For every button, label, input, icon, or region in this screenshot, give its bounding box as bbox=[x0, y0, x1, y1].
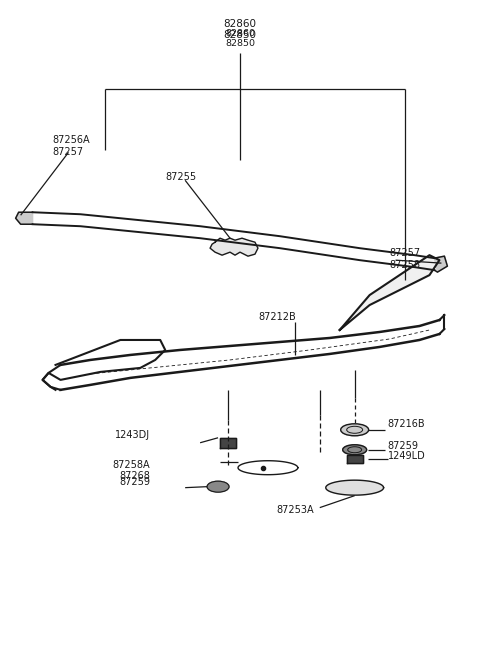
Polygon shape bbox=[347, 455, 363, 463]
Text: 87253A: 87253A bbox=[276, 505, 313, 514]
Text: 1249LD: 1249LD bbox=[387, 451, 425, 461]
Ellipse shape bbox=[343, 445, 367, 455]
Text: 87259: 87259 bbox=[119, 477, 150, 487]
Text: 87255: 87255 bbox=[165, 172, 196, 183]
Polygon shape bbox=[220, 438, 236, 448]
Text: 82860
82850: 82860 82850 bbox=[224, 18, 256, 40]
Text: 87216B: 87216B bbox=[387, 419, 425, 429]
Text: 1243DJ: 1243DJ bbox=[115, 430, 150, 440]
Polygon shape bbox=[210, 238, 258, 256]
Polygon shape bbox=[16, 212, 33, 224]
Ellipse shape bbox=[341, 424, 369, 436]
Text: 87256A
87257: 87256A 87257 bbox=[52, 135, 90, 157]
Polygon shape bbox=[326, 480, 384, 495]
Text: 82860
82850: 82860 82850 bbox=[225, 29, 255, 48]
Text: 87212B: 87212B bbox=[258, 312, 296, 322]
Text: 87258A
87268: 87258A 87268 bbox=[113, 460, 150, 482]
Text: 87259: 87259 bbox=[387, 441, 419, 451]
Ellipse shape bbox=[207, 481, 229, 492]
Polygon shape bbox=[340, 255, 439, 330]
Text: 87257
87258: 87257 87258 bbox=[390, 248, 420, 270]
Polygon shape bbox=[434, 256, 447, 272]
